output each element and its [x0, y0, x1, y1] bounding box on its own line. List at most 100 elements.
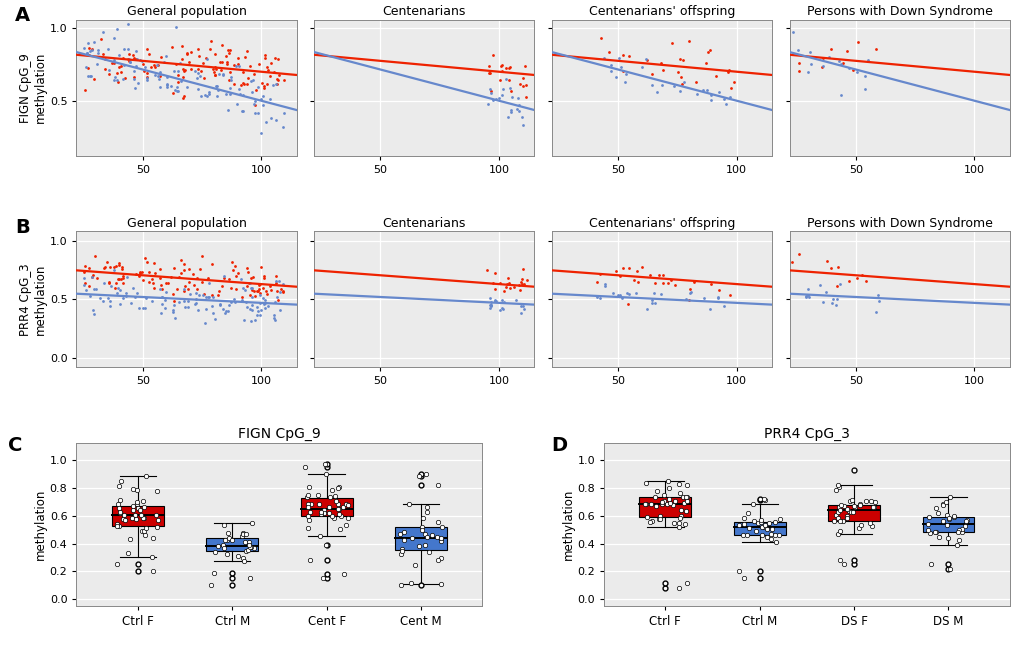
Point: [321, 492, 337, 503]
Point: [840, 63, 856, 73]
Point: [81, 70, 97, 81]
Y-axis label: PRR4 CpG_3
methylation: PRR4 CpG_3 methylation: [19, 263, 47, 336]
Point: [736, 248, 752, 258]
Point: [839, 46, 855, 56]
Point: [242, 540, 258, 550]
Point: [654, 278, 671, 288]
Point: [271, 70, 287, 81]
Point: [238, 301, 255, 312]
Point: [170, 67, 186, 77]
Point: [515, 119, 531, 130]
Point: [256, 271, 272, 281]
Point: [210, 286, 226, 296]
Point: [139, 471, 155, 482]
Point: [493, 90, 510, 100]
Point: [660, 494, 677, 504]
Point: [866, 497, 882, 507]
Point: [755, 522, 771, 532]
Point: [165, 263, 181, 274]
Point: [613, 293, 630, 303]
Point: [116, 72, 132, 83]
Point: [102, 296, 118, 306]
Point: [152, 67, 168, 78]
Point: [257, 298, 273, 308]
Point: [327, 490, 343, 501]
Point: [103, 281, 119, 291]
Point: [214, 281, 230, 291]
Point: [269, 74, 285, 85]
Point: [268, 277, 284, 288]
Point: [87, 284, 103, 295]
Point: [234, 531, 251, 542]
Point: [676, 77, 692, 87]
Point: [832, 555, 848, 565]
Point: [274, 122, 290, 132]
Point: [339, 513, 356, 524]
Point: [316, 505, 332, 515]
Point: [839, 513, 855, 524]
Point: [175, 296, 192, 306]
Point: [154, 292, 170, 303]
Point: [198, 304, 214, 314]
Point: [222, 67, 238, 78]
Point: [153, 280, 169, 291]
Point: [733, 14, 749, 24]
Point: [112, 507, 128, 517]
Point: [246, 98, 262, 109]
Point: [230, 59, 247, 69]
Point: [174, 41, 191, 52]
Point: [210, 541, 226, 552]
Point: [673, 511, 689, 521]
Point: [745, 258, 761, 268]
Point: [673, 505, 689, 516]
Bar: [301, 498, 353, 516]
Point: [675, 492, 691, 503]
Point: [790, 57, 806, 68]
Point: [654, 271, 671, 281]
Point: [169, 85, 185, 96]
Point: [234, 67, 251, 77]
Point: [591, 269, 607, 279]
Point: [680, 294, 696, 304]
Point: [764, 50, 781, 60]
Point: [740, 244, 756, 254]
Point: [160, 278, 176, 288]
Point: [495, 297, 512, 307]
Point: [165, 296, 181, 306]
Point: [661, 498, 678, 509]
Point: [116, 514, 132, 525]
Point: [166, 66, 182, 76]
Point: [335, 502, 352, 512]
Point: [434, 522, 450, 532]
Point: [780, 41, 796, 52]
Point: [115, 53, 131, 63]
Point: [482, 300, 498, 310]
Point: [501, 83, 518, 94]
Point: [153, 52, 169, 62]
Bar: [733, 522, 785, 535]
Point: [267, 314, 283, 325]
Point: [430, 554, 446, 565]
Point: [226, 60, 243, 70]
Point: [244, 285, 260, 295]
Point: [602, 66, 619, 76]
Point: [259, 62, 275, 72]
Point: [595, 52, 611, 63]
Point: [120, 53, 137, 64]
Point: [487, 94, 503, 104]
Point: [496, 286, 513, 296]
Point: [144, 295, 160, 306]
Point: [332, 524, 348, 534]
Point: [257, 52, 273, 63]
Point: [695, 293, 711, 303]
Point: [146, 258, 162, 269]
Point: [418, 469, 434, 479]
Point: [494, 304, 511, 314]
Point: [255, 283, 271, 293]
Point: [856, 70, 872, 81]
Point: [393, 544, 410, 554]
Point: [147, 61, 163, 72]
Point: [84, 44, 100, 54]
Point: [236, 79, 253, 89]
Point: [97, 261, 113, 272]
